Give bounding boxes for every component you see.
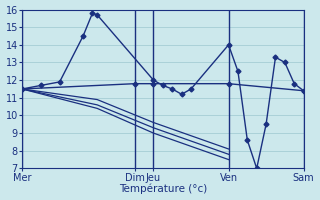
X-axis label: Température (°c): Température (°c): [119, 184, 207, 194]
